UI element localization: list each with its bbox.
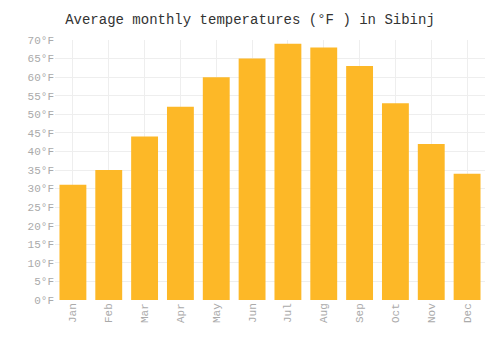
- svg-text:60°F: 60°F: [28, 72, 54, 84]
- svg-text:55°F: 55°F: [28, 91, 54, 103]
- svg-text:Feb: Feb: [103, 303, 115, 323]
- svg-text:45°F: 45°F: [28, 128, 54, 140]
- svg-text:Mar: Mar: [139, 303, 151, 323]
- svg-text:35°F: 35°F: [28, 165, 54, 177]
- svg-text:May: May: [211, 303, 223, 323]
- svg-text:Jun: Jun: [247, 303, 259, 323]
- svg-text:Oct: Oct: [390, 303, 402, 323]
- svg-text:Jul: Jul: [282, 303, 294, 323]
- svg-text:Dec: Dec: [462, 303, 474, 323]
- svg-text:15°F: 15°F: [28, 239, 54, 251]
- svg-text:Apr: Apr: [175, 303, 187, 323]
- svg-text:65°F: 65°F: [28, 53, 54, 65]
- svg-text:40°F: 40°F: [28, 146, 54, 158]
- svg-text:50°F: 50°F: [28, 109, 54, 121]
- svg-text:Jan: Jan: [67, 303, 79, 323]
- svg-text:0°F: 0°F: [34, 295, 54, 307]
- svg-text:70°F: 70°F: [28, 35, 54, 47]
- svg-text:Aug: Aug: [318, 303, 330, 323]
- svg-text:20°F: 20°F: [28, 221, 54, 233]
- svg-text:30°F: 30°F: [28, 183, 54, 195]
- svg-text:Average monthly temperatures (: Average monthly temperatures (°F ) in Si…: [65, 12, 435, 28]
- svg-text:5°F: 5°F: [34, 276, 54, 288]
- svg-text:Sep: Sep: [354, 303, 366, 323]
- svg-text:Nov: Nov: [426, 303, 438, 323]
- svg-text:10°F: 10°F: [28, 258, 54, 270]
- svg-text:25°F: 25°F: [28, 202, 54, 214]
